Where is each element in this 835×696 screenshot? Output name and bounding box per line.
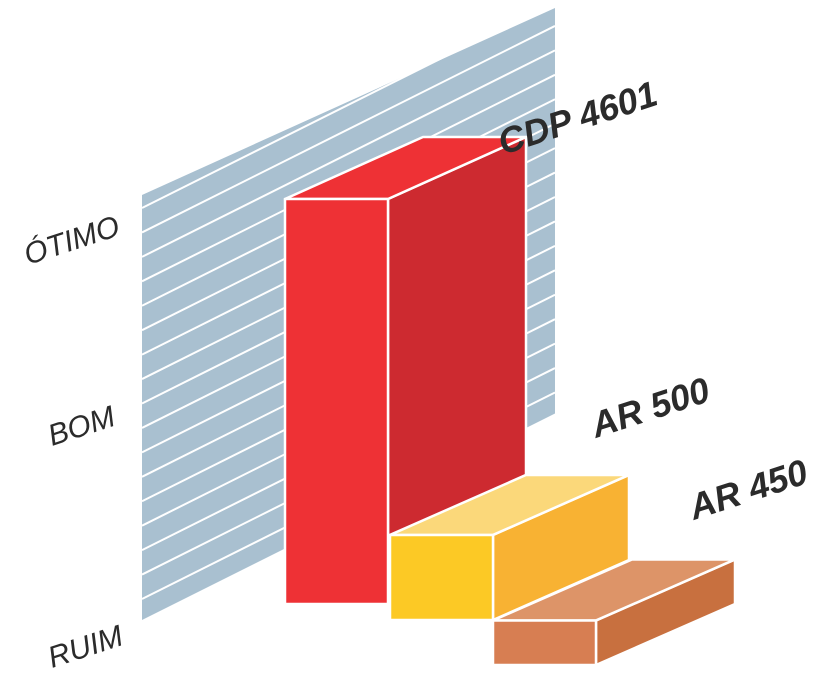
level-label-otimo: ÓTIMO: [20, 210, 124, 272]
bar-ar-450-front: [491, 619, 598, 667]
level-labels: RUIM BOM ÓTIMO: [20, 210, 127, 675]
bar-cdp-4601-front: [283, 197, 390, 606]
bar-ar-500-front: [388, 533, 495, 622]
bar-label-ar-500: AR 500: [585, 369, 715, 446]
gridline: [141, 25, 556, 234]
gridline: [141, 49, 556, 258]
bar-ar-450: [491, 558, 737, 667]
bar-label-ar-450: AR 450: [683, 451, 813, 528]
level-label-ruim: RUIM: [44, 620, 127, 675]
bar-ar-500: [388, 473, 631, 622]
level-label-bom: BOM: [44, 400, 119, 453]
bar-cdp-4601: [283, 135, 528, 606]
bars: [283, 135, 737, 667]
gridline: [141, 0, 556, 209]
